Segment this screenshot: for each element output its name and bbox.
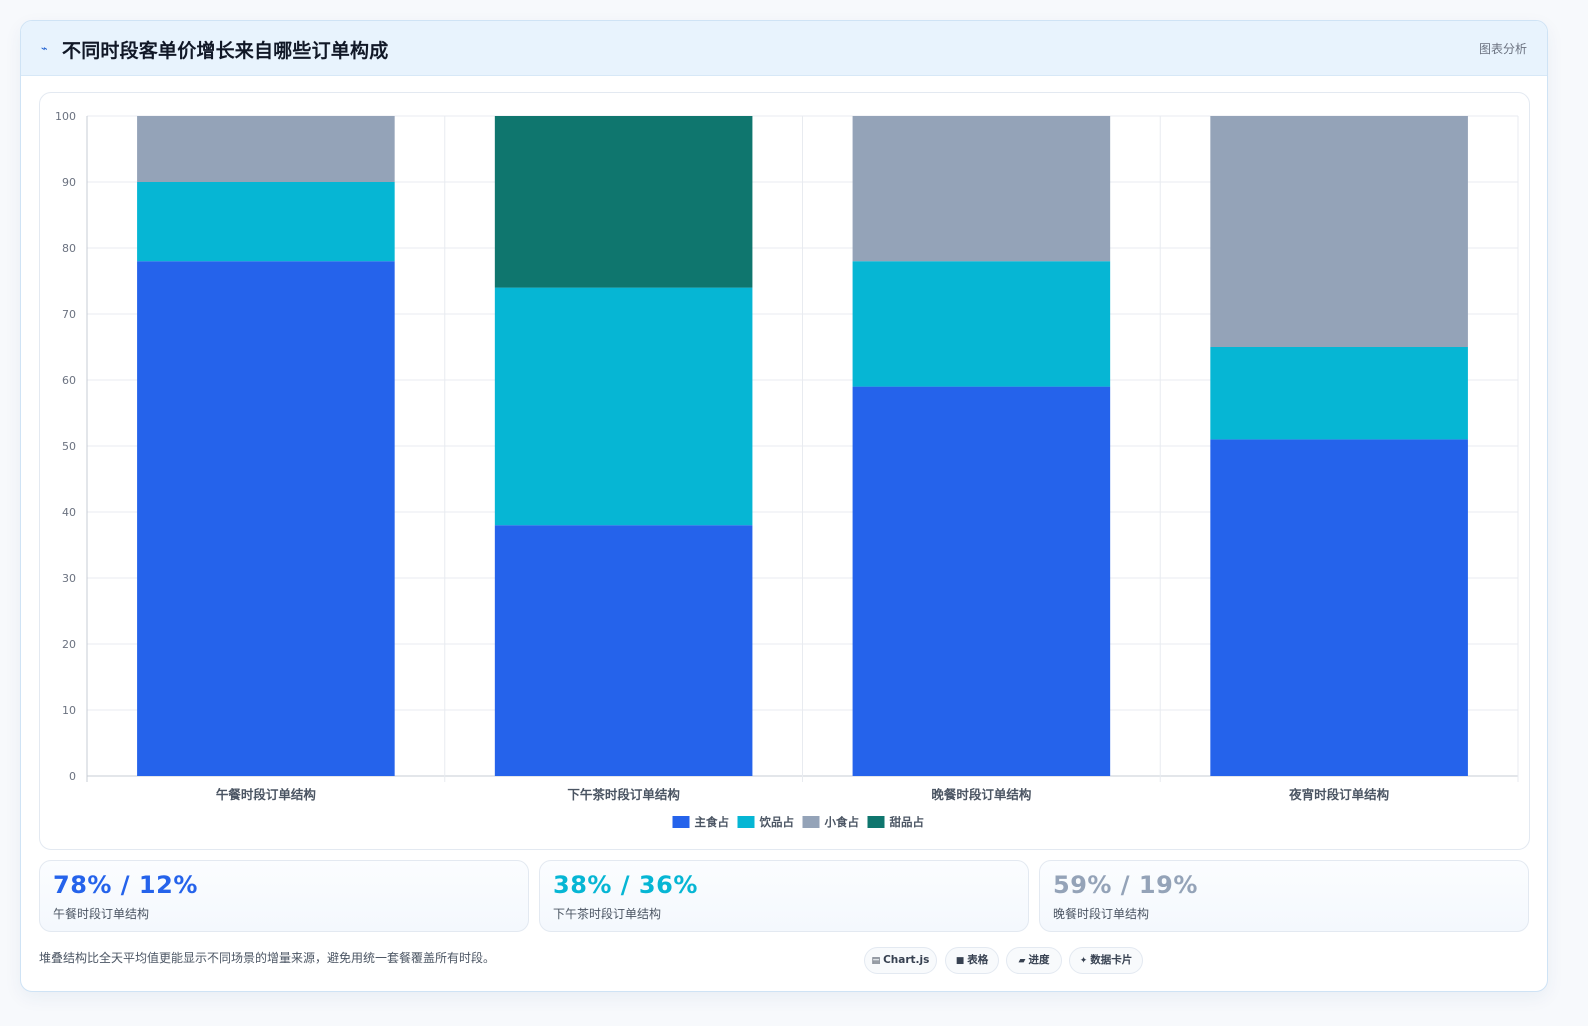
bar-segment xyxy=(1210,347,1468,440)
y-tick-label: 0 xyxy=(69,770,76,783)
legend-label: 甜品占 xyxy=(890,815,925,829)
legend-label: 饮品占 xyxy=(759,815,795,829)
lightning-icon: ⌁ xyxy=(41,42,48,55)
table-icon: ■ xyxy=(955,956,965,966)
stat-label: 晚餐时段订单结构 xyxy=(1053,907,1150,921)
chip-chartjs[interactable]: ▤ Chart.js xyxy=(864,947,937,974)
bar-segment xyxy=(852,116,1111,262)
legend-label: 主食占 xyxy=(695,815,730,829)
chip-label: 进度 xyxy=(1028,954,1050,966)
legend-swatch xyxy=(867,816,885,828)
card-icon: ✦ xyxy=(1079,956,1088,966)
bar-segment xyxy=(137,261,395,776)
x-tick-label: 午餐时段订单结构 xyxy=(216,787,316,802)
stat-card-dinner: 59% / 19% 晚餐时段订单结构 xyxy=(1039,860,1529,932)
y-tick-label: 50 xyxy=(62,440,76,453)
bar-segment xyxy=(137,116,395,182)
y-tick-label: 30 xyxy=(62,572,76,585)
chip-progress[interactable]: ▰ 进度 xyxy=(1006,947,1062,974)
stat-card-lunch: 78% / 12% 午餐时段订单结构 xyxy=(39,860,529,932)
bar-segment xyxy=(1210,116,1468,347)
chart-card: ⌁ 不同时段客单价增长来自哪些订单构成 图表分析 0 10 20 30 40 50 60 70… xyxy=(20,20,1548,992)
chart-icon: ▤ xyxy=(871,956,881,966)
chip-label: Chart.js xyxy=(883,954,930,966)
stat-value: 78% / 12% xyxy=(53,871,198,899)
y-tick-label: 100 xyxy=(55,110,76,123)
stat-label: 下午茶时段订单结构 xyxy=(553,907,662,921)
bar-segment xyxy=(494,525,753,776)
legend-swatch xyxy=(672,816,690,828)
chip-table[interactable]: ■ 表格 xyxy=(945,947,999,974)
stacked-bar-chart: 0 10 20 30 40 50 60 70 80 90 100 午餐时段订单结构 下午茶时段订单结构 晚… xyxy=(55,110,1519,829)
legend-swatch xyxy=(737,816,755,828)
y-tick-label: 70 xyxy=(62,308,76,321)
chip-label: 数据卡片 xyxy=(1090,954,1133,966)
stat-value: 59% / 19% xyxy=(1053,871,1198,899)
x-tick-label: 晚餐时段订单结构 xyxy=(931,787,1031,802)
bar-segment xyxy=(852,261,1111,387)
page-title: 不同时段客单价增长来自哪些订单构成 xyxy=(62,40,389,62)
legend-swatch xyxy=(802,816,820,828)
bar-segment xyxy=(1210,439,1468,776)
y-tick-label: 10 xyxy=(62,704,76,717)
card-header: ⌁ 不同时段客单价增长来自哪些订单构成 图表分析 xyxy=(21,21,1547,76)
chip-data-card[interactable]: ✦ 数据卡片 xyxy=(1069,947,1143,974)
y-tick-label: 40 xyxy=(62,506,76,519)
y-tick-label: 90 xyxy=(62,176,76,189)
y-tick-label: 80 xyxy=(62,242,76,255)
chip-label: 表格 xyxy=(967,954,989,966)
y-tick-label: 20 xyxy=(62,638,76,651)
bar-segment xyxy=(494,116,753,288)
chart-panel: 0 10 20 30 40 50 60 70 80 90 100 午餐时段订单结构 下午茶时段订单结构 晚… xyxy=(39,92,1530,850)
x-tick-label: 下午茶时段订单结构 xyxy=(567,787,680,802)
footer-note: 堆叠结构比全天平均值更能显示不同场景的增量来源，避免用统一套餐覆盖所有时段。 xyxy=(39,951,496,965)
bar-segment xyxy=(137,182,395,262)
bar-segment xyxy=(494,287,753,526)
bar-segment xyxy=(852,386,1111,776)
progress-icon: ▰ xyxy=(1018,956,1026,966)
stat-value: 38% / 36% xyxy=(553,871,698,899)
legend-label: 小食占 xyxy=(824,815,860,829)
stat-card-afternoon-tea: 38% / 36% 下午茶时段订单结构 xyxy=(539,860,1029,932)
y-tick-label: 60 xyxy=(62,374,76,387)
x-tick-label: 夜宵时段订单结构 xyxy=(1288,787,1389,802)
stat-label: 午餐时段订单结构 xyxy=(53,907,150,921)
chart-analysis-label: 图表分析 xyxy=(1478,42,1527,56)
